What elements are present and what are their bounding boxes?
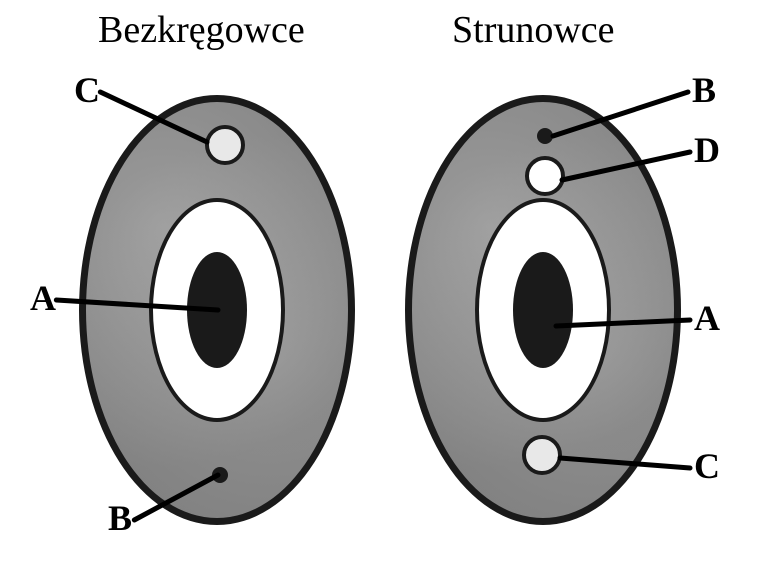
left-title: Bezkręgowce	[98, 8, 305, 52]
right-title: Strunowce	[452, 8, 615, 52]
right-bottom-circle	[522, 435, 562, 475]
label-right-B: B	[692, 72, 716, 108]
right-core-ellipse	[513, 252, 573, 368]
left-top-circle	[205, 125, 245, 165]
label-right-D: D	[694, 132, 720, 168]
label-left-C: C	[74, 72, 100, 108]
right-top-dot	[537, 128, 553, 144]
left-bottom-dot	[212, 467, 228, 483]
label-right-A: A	[694, 300, 720, 336]
label-right-C: C	[694, 448, 720, 484]
left-core-ellipse	[187, 252, 247, 368]
label-left-A: A	[30, 280, 56, 316]
diagram-stage: { "canvas": { "width": 781, "height": 56…	[0, 0, 781, 561]
label-left-B: B	[108, 500, 132, 536]
right-top-circle	[525, 156, 565, 196]
